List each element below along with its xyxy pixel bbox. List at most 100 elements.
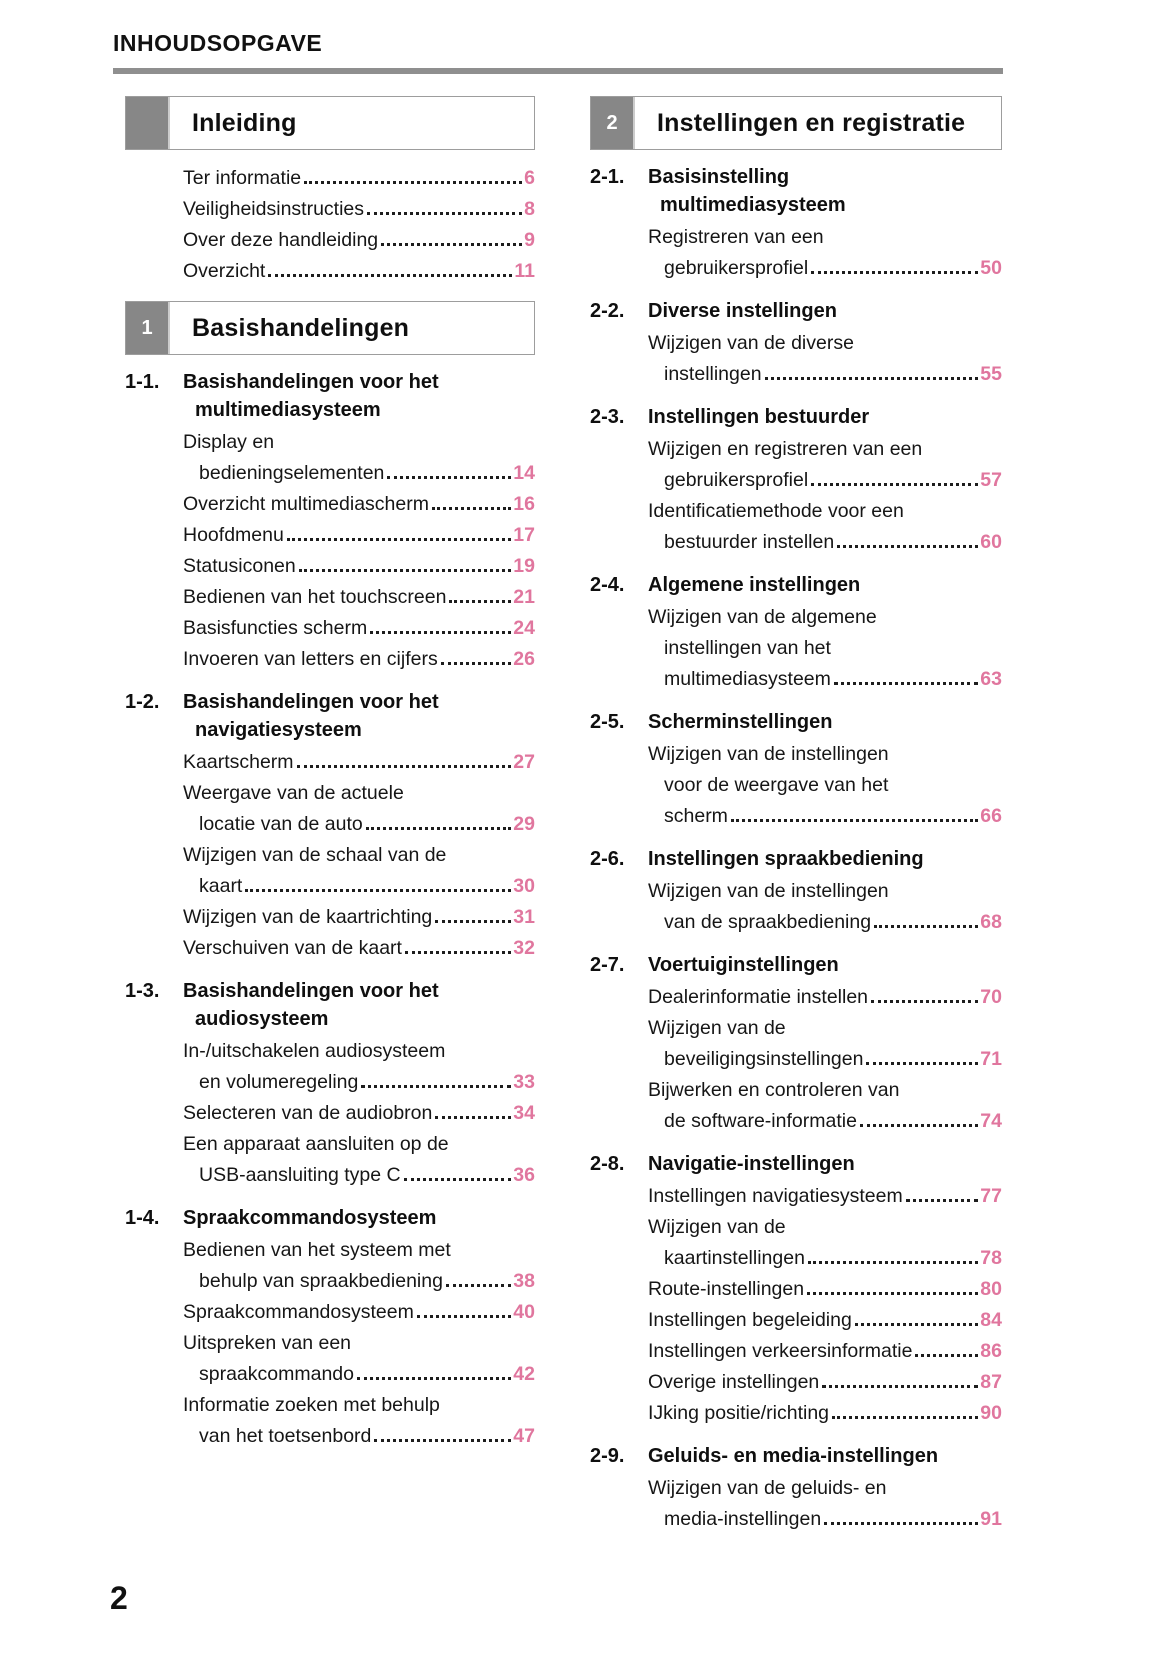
toc-entry[interactable]: Spraakcommandosysteem 40 xyxy=(125,1297,535,1328)
toc-section-heading: 2-9. Geluids- en media-instellingen xyxy=(590,1442,1002,1470)
toc-section-number: 2-5. xyxy=(590,711,625,733)
toc-leader-dots xyxy=(807,1292,979,1295)
toc-section-title-line: Basisinstelling xyxy=(648,166,790,188)
toc-entry-label: Veiligheidsinstructies xyxy=(183,198,365,220)
toc-entry[interactable]: Wijzigen van de instellingen voor de weer… xyxy=(590,739,1002,832)
toc-page-ref: 21 xyxy=(513,586,535,608)
toc-page-ref: 84 xyxy=(980,1309,1002,1331)
toc-page-ref: 71 xyxy=(980,1048,1002,1070)
toc-entry-label-line: Registreren van een xyxy=(648,226,824,248)
toc-entry-label: Hoofdmenu xyxy=(183,524,284,546)
toc-entry[interactable]: Display en bedieningselementen 14 xyxy=(125,427,535,489)
toc-entry[interactable]: Instellingen navigatiesysteem 77 xyxy=(590,1181,1002,1212)
toc-entry[interactable]: Wijzigen en registreren van een gebruiker… xyxy=(590,434,1002,496)
toc-entry-last-line: Overzicht 11 xyxy=(183,256,535,287)
toc-page-ref: 86 xyxy=(980,1340,1002,1362)
toc-leader-dots xyxy=(286,538,512,541)
chapter-title: Inleiding xyxy=(192,108,297,137)
toc-page-ref: 32 xyxy=(513,937,535,959)
toc-entry[interactable]: Over deze handleiding 9 xyxy=(125,225,535,256)
toc-entry-label: van de spraakbediening xyxy=(664,911,872,933)
toc-entry[interactable]: Wijzigen van de algemene instellingen van… xyxy=(590,602,1002,695)
toc-entry[interactable]: Wijzigen van de beveiligingsinstellingen 7… xyxy=(590,1013,1002,1075)
toc-entry[interactable]: Basisfuncties scherm 24 xyxy=(125,613,535,644)
toc-entry-last-line: beveiligingsinstellingen 71 xyxy=(648,1044,1002,1075)
toc-entry[interactable]: Bijwerken en controleren van de software-… xyxy=(590,1075,1002,1137)
toc-entry-label: Instellingen navigatiesysteem xyxy=(648,1185,903,1207)
toc-entry[interactable]: Selecteren van de audiobron 34 xyxy=(125,1098,535,1129)
header-rule xyxy=(113,68,1003,74)
toc-entry-label: bedieningselementen xyxy=(199,462,385,484)
toc-entry-last-line: Invoeren van letters en cijfers 26 xyxy=(183,644,535,675)
toc-entry-last-line: Over deze handleiding 9 xyxy=(183,225,535,256)
toc-entry[interactable]: Overige instellingen 87 xyxy=(590,1367,1002,1398)
toc-page-ref: 26 xyxy=(513,648,535,670)
toc-entry-label-line: Bijwerken en controleren van xyxy=(648,1079,900,1101)
toc-section-title-line: Voertuiginstellingen xyxy=(648,954,839,976)
toc-entry-label: de software-informatie xyxy=(664,1110,857,1132)
toc-entry[interactable]: Bedienen van het systeem met behulp van s… xyxy=(125,1235,535,1297)
toc-page-ref: 6 xyxy=(524,167,535,189)
toc-entry[interactable]: Invoeren van letters en cijfers 26 xyxy=(125,644,535,675)
toc-entry[interactable]: Route-instellingen 80 xyxy=(590,1274,1002,1305)
toc-entry[interactable]: Statusiconen 19 xyxy=(125,551,535,582)
toc-entry-label: Over deze handleiding xyxy=(183,229,379,251)
toc-entry-label: spraakcommando xyxy=(199,1363,354,1385)
toc-entry[interactable]: Wijzigen van de diverse instellingen 55 xyxy=(590,328,1002,390)
toc-entry[interactable]: Informatie zoeken met behulp van het toet… xyxy=(125,1390,535,1452)
toc-entry[interactable]: Hoofdmenu 17 xyxy=(125,520,535,551)
toc-section-title-line: Diverse instellingen xyxy=(648,300,837,322)
toc-entry-label: USB-aansluiting type C xyxy=(199,1164,401,1186)
toc-section-title-line: multimediasysteem xyxy=(195,399,381,421)
toc-entry[interactable]: IJking positie/richting 90 xyxy=(590,1398,1002,1429)
page-number: 2 xyxy=(110,1580,128,1616)
toc-section-number: 2-8. xyxy=(590,1153,625,1175)
toc-leader-dots xyxy=(730,819,979,822)
chapter-number-tab xyxy=(126,97,170,149)
toc-leader-dots xyxy=(357,1377,512,1380)
toc-entry-last-line: kaartinstellingen 78 xyxy=(648,1243,1002,1274)
toc-entry-label-line: Weergave van de actuele xyxy=(183,782,404,804)
toc-entry[interactable]: Overzicht 11 xyxy=(125,256,535,287)
toc-section-heading: 1-4. Spraakcommandosysteem xyxy=(125,1204,535,1232)
toc-entry-last-line: scherm 66 xyxy=(648,801,1002,832)
toc-entry-label-line: voor de weergave van het xyxy=(664,774,889,796)
toc-entry[interactable]: Wijzigen van de kaartrichting 31 xyxy=(125,902,535,933)
toc-entry[interactable]: Uitspreken van een spraakcommando 42 xyxy=(125,1328,535,1390)
toc-section-title-line: Basishandelingen voor het xyxy=(183,980,439,1002)
toc-entry-last-line: gebruikersprofiel 57 xyxy=(648,465,1002,496)
toc-entry[interactable]: Veiligheidsinstructies 8 xyxy=(125,194,535,225)
toc-entry[interactable]: Wijzigen van de kaartinstellingen 78 xyxy=(590,1212,1002,1274)
toc-page-ref: 60 xyxy=(980,531,1002,553)
toc-entry-last-line: Hoofdmenu 17 xyxy=(183,520,535,551)
toc-leader-dots xyxy=(824,1522,979,1525)
toc-entry-label: bestuurder instellen xyxy=(664,531,835,553)
toc-entry[interactable]: Instellingen verkeersinformatie 86 xyxy=(590,1336,1002,1367)
toc-entry[interactable]: Kaartscherm 27 xyxy=(125,747,535,778)
toc-entry[interactable]: Ter informatie 6 xyxy=(125,163,535,194)
toc-leader-dots xyxy=(416,1315,512,1318)
toc-section-heading: 1-1. Basishandelingen voor het multimedias… xyxy=(125,368,535,424)
toc-section-title-line: Algemene instellingen xyxy=(648,574,861,596)
toc-entry-label: Selecteren van de audiobron xyxy=(183,1102,433,1124)
toc-entry[interactable]: In-/uitschakelen audiosysteem en volumere… xyxy=(125,1036,535,1098)
toc-entry[interactable]: Weergave van de actuele locatie van de au… xyxy=(125,778,535,840)
toc-entry[interactable]: Bedienen van het touchscreen 21 xyxy=(125,582,535,613)
toc-entry-label: Instellingen verkeersinformatie xyxy=(648,1340,913,1362)
toc-entry[interactable]: Een apparaat aansluiten op de USB-aanslui… xyxy=(125,1129,535,1191)
toc-entry[interactable]: Registreren van een gebruikersprofiel 50 xyxy=(590,222,1002,284)
toc-entry[interactable]: Wijzigen van de geluids- en media-instell… xyxy=(590,1473,1002,1535)
toc-entry[interactable]: Overzicht multimediascherm 16 xyxy=(125,489,535,520)
toc-entry[interactable]: Identificatiemethode voor een bestuurder … xyxy=(590,496,1002,558)
toc-entry-label-line: Wijzigen van de schaal van de xyxy=(183,844,447,866)
toc-page-ref: 55 xyxy=(980,363,1002,385)
toc-section-title-line: Instellingen bestuurder xyxy=(648,406,870,428)
toc-entry[interactable]: Wijzigen van de instellingen van de spraa… xyxy=(590,876,1002,938)
toc-entry[interactable]: Dealerinformatie instellen 70 xyxy=(590,982,1002,1013)
toc-entry[interactable]: Instellingen begeleiding 84 xyxy=(590,1305,1002,1336)
toc-leader-dots xyxy=(435,920,512,923)
toc-leader-dots xyxy=(245,889,512,892)
toc-entry[interactable]: Wijzigen van de schaal van de kaart 30 xyxy=(125,840,535,902)
toc-entry-last-line: instellingen 55 xyxy=(648,359,1002,390)
toc-entry[interactable]: Verschuiven van de kaart 32 xyxy=(125,933,535,964)
